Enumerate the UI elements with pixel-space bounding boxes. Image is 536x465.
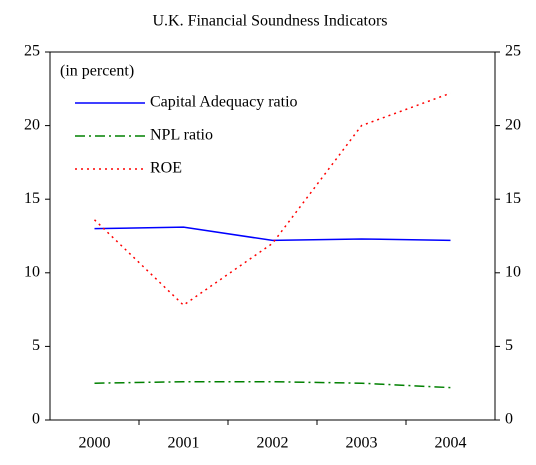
legend-label: Capital Adequacy ratio	[150, 94, 298, 111]
x-tick-label: 2004	[435, 435, 467, 452]
series-line	[94, 380, 451, 389]
y-tick-label: 5	[32, 337, 40, 354]
x-tick-label: 2001	[168, 435, 200, 452]
x-tick-label: 2003	[346, 435, 378, 452]
chart-title: U.K. Financial Soundness Indicators	[152, 13, 387, 30]
legend-label: NPL ratio	[150, 127, 213, 144]
legend-label: ROE	[150, 160, 182, 177]
series-line	[94, 226, 451, 242]
y-tick-label: 25	[24, 43, 40, 60]
y2-tick-label: 20	[505, 116, 521, 133]
y-tick-label: 20	[24, 116, 40, 133]
y2-tick-label: 25	[505, 43, 521, 60]
y2-tick-label: 10	[505, 263, 521, 280]
x-tick-label: 2000	[79, 435, 111, 452]
annotation: (in percent)	[60, 63, 134, 80]
plot-frame	[49, 51, 496, 421]
y-tick-label: 15	[24, 190, 40, 207]
x-tick-label: 2002	[257, 435, 289, 452]
y-tick-label: 0	[32, 411, 40, 428]
y2-tick-label: 0	[505, 411, 513, 428]
y2-tick-label: 5	[505, 337, 513, 354]
y2-tick-label: 15	[505, 190, 521, 207]
series-line	[93, 92, 451, 307]
y-tick-label: 10	[24, 263, 40, 280]
